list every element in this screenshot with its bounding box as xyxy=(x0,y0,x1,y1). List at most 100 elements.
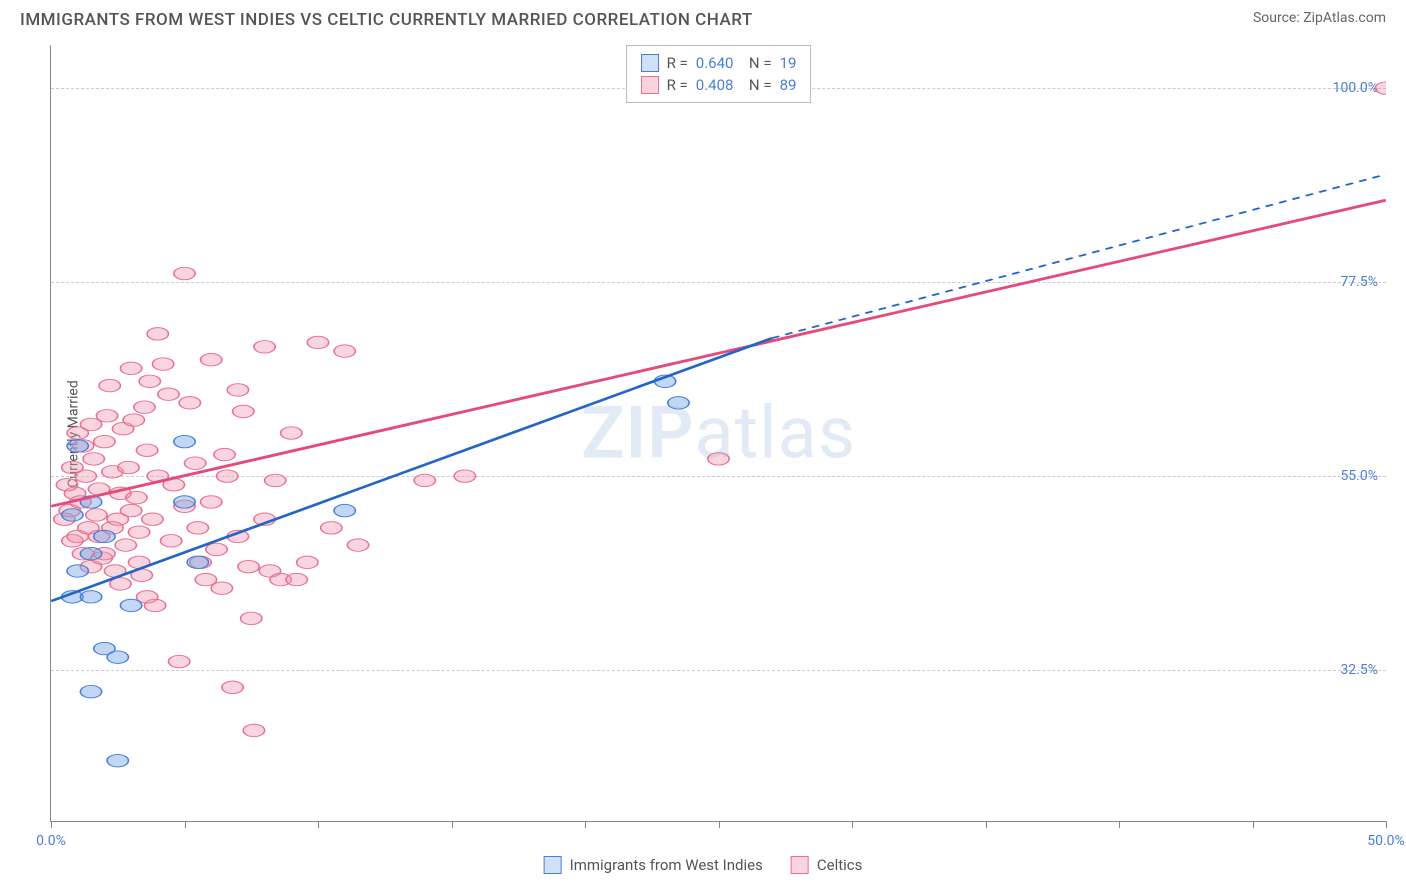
scatter-point xyxy=(62,509,83,521)
source-attribution: Source: ZipAtlas.com xyxy=(1253,10,1386,26)
scatter-point xyxy=(321,522,342,534)
legend-swatch-series-0 xyxy=(641,54,659,72)
legend-r-label: R = xyxy=(667,54,688,72)
scatter-point xyxy=(201,496,222,508)
scatter-point xyxy=(454,470,475,482)
legend-swatch-series-1 xyxy=(641,76,659,94)
x-tick xyxy=(1253,821,1254,828)
scatter-point xyxy=(227,384,248,396)
legend-r-value-0: 0.640 xyxy=(696,54,734,72)
scatter-point xyxy=(241,612,262,624)
scatter-point xyxy=(160,535,181,547)
x-tick xyxy=(585,821,586,828)
scatter-point xyxy=(307,336,328,348)
scatter-point xyxy=(168,655,189,667)
scatter-point xyxy=(286,573,307,585)
plot-svg xyxy=(51,45,1386,821)
scatter-point xyxy=(222,681,243,693)
scatter-point xyxy=(120,504,141,516)
scatter-point xyxy=(174,496,195,508)
x-tick xyxy=(452,821,453,828)
scatter-point xyxy=(174,435,195,447)
scatter-point xyxy=(243,724,264,736)
scatter-point xyxy=(1375,82,1386,94)
scatter-point xyxy=(187,556,208,568)
scatter-point xyxy=(80,591,101,603)
legend-bottom-item-0: Immigrants from West Indies xyxy=(544,856,763,874)
x-tick-label: 0.0% xyxy=(36,833,66,849)
legend-bottom-label-1: Celtics xyxy=(817,856,863,874)
scatter-point xyxy=(187,522,208,534)
scatter-point xyxy=(86,509,107,521)
scatter-point xyxy=(107,651,128,663)
scatter-point xyxy=(94,435,115,447)
x-tick xyxy=(318,821,319,828)
legend-n-label: N = xyxy=(741,76,771,94)
scatter-point xyxy=(126,491,147,503)
scatter-point xyxy=(80,418,101,430)
scatter-point xyxy=(708,453,729,465)
chart-title: IMMIGRANTS FROM WEST INDIES VS CELTIC CU… xyxy=(20,10,753,30)
legend-row-series-0: R = 0.640 N = 19 xyxy=(641,52,797,74)
scatter-point xyxy=(201,354,222,366)
scatter-point xyxy=(174,267,195,279)
legend-n-value-1: 89 xyxy=(780,76,797,94)
x-tick xyxy=(185,821,186,828)
regression-line-westindies-dashed xyxy=(772,174,1386,338)
scatter-point xyxy=(206,543,227,555)
chart-container: Currently Married ZIPatlas R = 0.640 N =… xyxy=(50,45,1386,822)
scatter-point xyxy=(136,444,157,456)
scatter-point xyxy=(99,379,120,391)
x-tick xyxy=(719,821,720,828)
scatter-point xyxy=(297,556,318,568)
scatter-point xyxy=(107,754,128,766)
scatter-point xyxy=(152,358,173,370)
scatter-point xyxy=(128,526,149,538)
legend-bottom-label-0: Immigrants from West Indies xyxy=(570,856,763,874)
scatter-point xyxy=(334,504,355,516)
scatter-point xyxy=(334,345,355,357)
scatter-point xyxy=(668,397,689,409)
scatter-point xyxy=(94,530,115,542)
scatter-point xyxy=(214,448,235,460)
scatter-point xyxy=(217,470,238,482)
scatter-point xyxy=(123,414,144,426)
scatter-point xyxy=(67,440,88,452)
x-tick xyxy=(1386,821,1387,828)
scatter-point xyxy=(56,479,77,491)
x-tick xyxy=(1119,821,1120,828)
scatter-point xyxy=(211,582,232,594)
plot-area: ZIPatlas R = 0.640 N = 19 R = 0.408 N = … xyxy=(50,45,1386,822)
scatter-point xyxy=(238,560,259,572)
legend-top: R = 0.640 N = 19 R = 0.408 N = 89 xyxy=(626,45,812,103)
scatter-point xyxy=(233,405,254,417)
scatter-point xyxy=(147,328,168,340)
scatter-point xyxy=(67,565,88,577)
legend-swatch-bottom-0 xyxy=(544,856,562,874)
scatter-point xyxy=(254,341,275,353)
scatter-point xyxy=(265,474,286,486)
legend-n-label: N = xyxy=(741,54,771,72)
x-tick xyxy=(852,821,853,828)
scatter-point xyxy=(80,685,101,697)
scatter-point xyxy=(185,457,206,469)
x-tick xyxy=(51,821,52,828)
scatter-point xyxy=(115,539,136,551)
legend-r-label: R = xyxy=(667,76,688,94)
scatter-point xyxy=(347,539,368,551)
legend-bottom-item-1: Celtics xyxy=(791,856,863,874)
scatter-point xyxy=(142,513,163,525)
scatter-point xyxy=(120,599,141,611)
legend-bottom: Immigrants from West Indies Celtics xyxy=(544,856,863,874)
scatter-point xyxy=(118,461,139,473)
scatter-point xyxy=(62,461,83,473)
scatter-point xyxy=(83,453,104,465)
scatter-point xyxy=(80,548,101,560)
x-tick-label: 50.0% xyxy=(1367,833,1405,849)
x-tick xyxy=(986,821,987,828)
scatter-point xyxy=(414,474,435,486)
legend-swatch-bottom-1 xyxy=(791,856,809,874)
legend-r-value-1: 0.408 xyxy=(696,76,734,94)
legend-n-value-0: 19 xyxy=(780,54,797,72)
scatter-point xyxy=(120,362,141,374)
